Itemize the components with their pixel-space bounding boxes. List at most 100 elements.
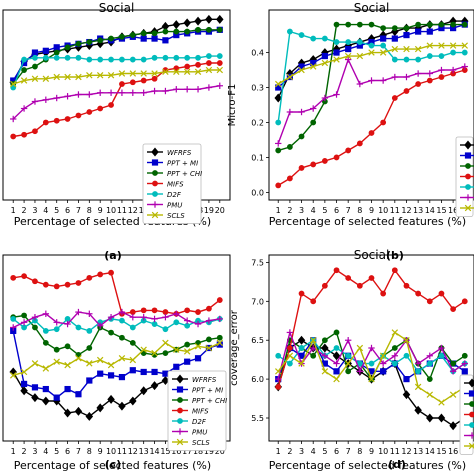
x-stroke-b: [344, 360, 352, 367]
x-stroke-b: [183, 348, 191, 355]
x-tick-label: 11: [117, 447, 127, 456]
data-point: [53, 117, 60, 124]
legend-label: MIFS: [167, 181, 184, 189]
data-point: [20, 319, 28, 326]
legend-label: WFRFS: [167, 149, 192, 157]
data-point: [162, 87, 169, 95]
data-point: [298, 165, 305, 171]
x-stroke-b: [403, 45, 410, 53]
x-tick-label: 2: [287, 206, 292, 215]
data-point: [286, 329, 294, 336]
x-stroke-b: [368, 375, 375, 383]
series-line: [12, 311, 220, 329]
data-point: [31, 98, 39, 105]
data-point: [64, 343, 71, 350]
data-point: [162, 326, 169, 333]
legend-swatch-marker: [176, 428, 184, 435]
data-point: [129, 79, 136, 86]
x-tick-label: 7: [346, 206, 351, 215]
data-point: [426, 21, 433, 28]
data-point: [75, 351, 82, 358]
data-point: [449, 368, 457, 375]
x-stroke-b: [42, 75, 50, 83]
data-point: [333, 368, 340, 375]
x-tick-label: 3: [32, 206, 37, 215]
x-tick-label: 7: [76, 447, 81, 456]
data-point: [275, 84, 282, 91]
data-point: [194, 343, 202, 350]
data-point: [380, 119, 387, 126]
x-stroke-b: [96, 72, 104, 79]
data-point: [216, 339, 224, 347]
data-point: [183, 317, 191, 324]
data-point: [31, 75, 39, 83]
data-point: [32, 54, 38, 61]
chart-title: Social: [354, 248, 390, 262]
x-tick-label: 12: [128, 447, 138, 456]
data-point: [332, 351, 341, 361]
x-tick-label: 15: [436, 447, 446, 456]
x-stroke-b: [9, 372, 17, 379]
data-point: [86, 39, 93, 45]
data-point: [85, 411, 94, 421]
data-point: [183, 68, 191, 76]
legend-swatch-marker: [151, 211, 159, 219]
data-point: [151, 315, 158, 323]
data-point: [107, 372, 115, 379]
data-point: [151, 54, 158, 61]
data-point: [380, 35, 387, 42]
data-point: [461, 42, 468, 49]
series-line: [13, 271, 221, 315]
legend-label: D2F: [192, 418, 207, 426]
data-point: [108, 56, 114, 63]
data-point: [345, 39, 352, 45]
data-point: [129, 56, 136, 63]
data-point: [368, 21, 375, 28]
x-stroke-b: [205, 344, 213, 352]
legend-swatch-marker: [469, 401, 474, 407]
x-tick-label: 5: [54, 447, 59, 456]
data-point: [403, 56, 410, 63]
x-stroke-b: [53, 358, 60, 365]
data-point: [298, 345, 305, 351]
data-point: [194, 16, 202, 26]
data-point: [9, 372, 17, 379]
x-stroke-b: [216, 339, 224, 347]
data-point: [64, 116, 71, 122]
data-point: [140, 70, 147, 77]
data-point: [415, 28, 422, 35]
legend-swatch-marker: [464, 152, 472, 159]
data-point: [333, 360, 340, 367]
data-point: [32, 278, 38, 285]
y-axis-label: coverage_error: [229, 309, 240, 386]
data-point: [10, 133, 17, 140]
x-axis-label: Percentage of selected features (%): [14, 459, 211, 472]
data-point: [402, 390, 411, 400]
legend-swatch-marker: [176, 374, 184, 384]
data-point: [379, 49, 387, 56]
data-point: [140, 313, 147, 321]
x-tick-label: 9: [369, 206, 374, 215]
x-tick-label: 11: [390, 206, 400, 215]
data-point: [53, 73, 60, 81]
x-tick-label: 5: [322, 206, 327, 215]
data-point: [426, 53, 433, 59]
x-stroke-b: [53, 73, 60, 81]
x-stroke-b: [118, 355, 126, 362]
series-layer: [274, 267, 469, 431]
data-point: [64, 73, 71, 81]
x-stroke-b: [449, 391, 457, 398]
data-point: [86, 56, 93, 63]
data-point: [414, 70, 422, 77]
data-point: [64, 385, 71, 393]
data-point: [356, 140, 363, 147]
data-point: [415, 21, 422, 28]
data-point: [216, 334, 223, 341]
x-tick-label: 1: [11, 447, 16, 456]
data-point: [42, 310, 50, 317]
data-point: [20, 368, 28, 376]
data-point: [129, 356, 137, 364]
y-tick-label: 7.5: [251, 258, 264, 267]
data-point: [216, 297, 223, 303]
